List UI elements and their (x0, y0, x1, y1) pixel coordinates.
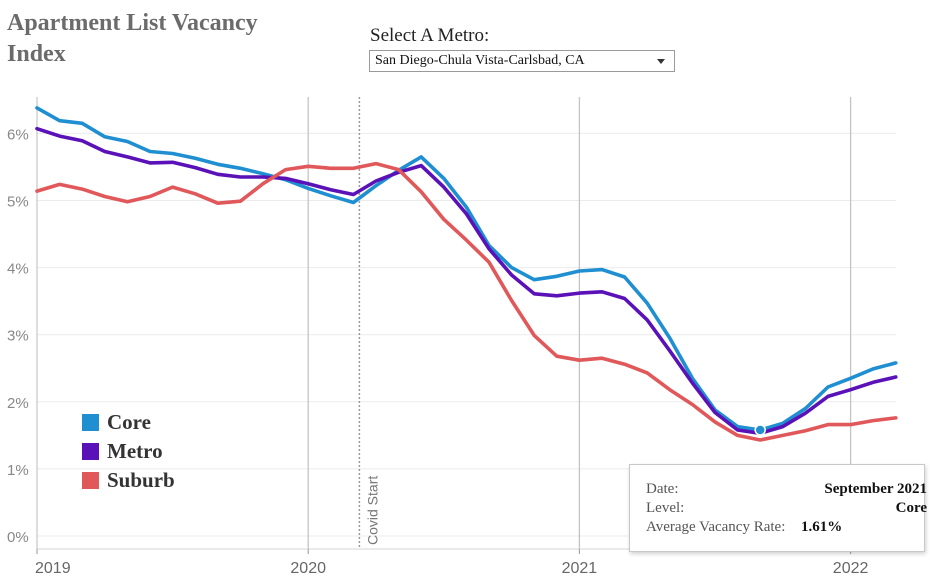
tooltip-level-value: Core (895, 500, 927, 516)
y-tick-label: 4% (7, 261, 29, 278)
y-tick-label: 1% (7, 462, 29, 479)
legend-label-metro: Metro (107, 439, 163, 463)
x-tick-label: 2021 (562, 560, 598, 577)
tick-labels: 0% 1% 2% 3% 4% 5% 6% 2019 2020 2021 2022 Covid Star… (7, 126, 868, 577)
series-line-metro (35, 126, 898, 436)
x-tick-label: 2019 (35, 560, 71, 577)
legend: Core Metro Suburb (82, 408, 175, 495)
y-tick-label: 2% (7, 395, 29, 412)
legend-item-metro[interactable]: Metro (82, 437, 175, 466)
chevron-down-icon[interactable] (657, 59, 665, 64)
tooltip-level-label: Level: (646, 500, 685, 516)
metro-select-value: San Diego-Chula Vista-Carlsbad, CA (375, 53, 585, 68)
tooltip-date-value: September 2021 (824, 481, 927, 497)
series-layer (35, 106, 898, 442)
highlight-point (754, 424, 766, 436)
legend-swatch-suburb (82, 472, 99, 489)
legend-label-core: Core (107, 410, 151, 434)
tooltip-date-row: Date: September 2021 (646, 481, 927, 500)
legend-label-suburb: Suburb (107, 468, 175, 492)
series-line-suburb (35, 161, 898, 442)
y-tick-label: 6% (7, 126, 29, 143)
x-tick-label: 2022 (833, 560, 869, 577)
data-tooltip: Date: September 2021 Level: Core Average… (629, 464, 927, 552)
legend-swatch-core (82, 414, 99, 431)
tooltip-level-row: Level: Core (646, 500, 927, 519)
legend-swatch-metro (82, 443, 99, 460)
y-tick-label: 0% (7, 529, 29, 546)
series-line-core (35, 106, 898, 432)
y-tick-label: 5% (7, 194, 29, 211)
tooltip-rate-label: Average Vacancy Rate: (646, 519, 786, 535)
metro-select-dropdown[interactable]: San Diego-Chula Vista-Carlsbad, CA (369, 50, 675, 72)
tooltip-rate-value: 1.61% (801, 519, 843, 535)
y-tick-label: 3% (7, 328, 29, 345)
legend-item-suburb[interactable]: Suburb (82, 466, 175, 495)
covid-start-label: Covid Start (364, 476, 380, 545)
legend-item-core[interactable]: Core (82, 408, 175, 437)
tooltip-rate-row: Average Vacancy Rate: 1.61% (646, 519, 924, 538)
metro-select-label: Select A Metro: (370, 25, 490, 46)
x-tick-label: 2020 (290, 560, 326, 577)
chart-title: Apartment List Vacancy Index (7, 10, 258, 67)
tooltip-date-label: Date: (646, 481, 679, 497)
